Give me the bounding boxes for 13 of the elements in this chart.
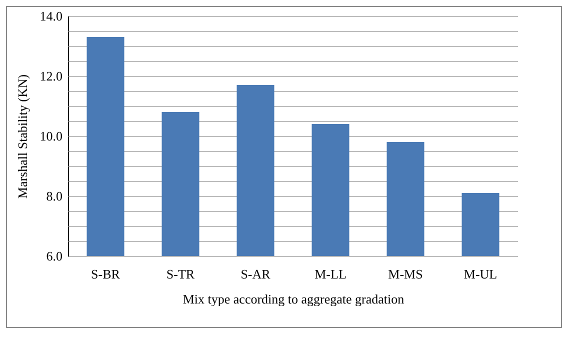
y-tick-label: 6.0 <box>46 248 62 264</box>
y-tick-label: 12.0 <box>40 68 62 84</box>
y-tick-label: 8.0 <box>46 188 62 204</box>
x-tick-label: M-MS <box>388 266 423 282</box>
x-tick-label: S-AR <box>240 266 271 282</box>
x-tick-label: S-BR <box>91 266 120 282</box>
y-axis-title: Marshall Stability (KN) <box>14 74 30 199</box>
x-tick-label: M-UL <box>464 266 498 282</box>
x-tick-label: S-TR <box>166 266 195 282</box>
y-tick-label: 10.0 <box>40 128 62 144</box>
y-tick-label: 14.0 <box>40 8 62 24</box>
x-tick-label: M-LL <box>314 266 346 282</box>
x-axis-title: Mix type according to aggregate gradation <box>182 292 405 306</box>
